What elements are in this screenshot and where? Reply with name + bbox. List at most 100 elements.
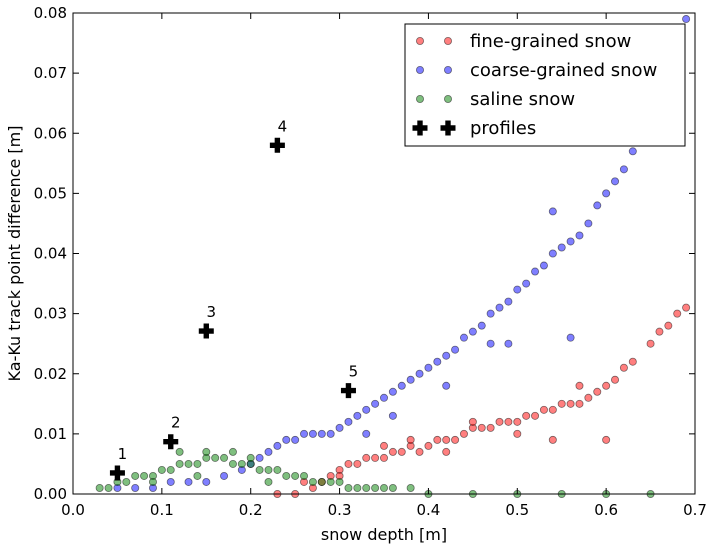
x-tick-label: 0.4 xyxy=(416,501,440,519)
legend-marker xyxy=(415,95,424,104)
data-point-coarse-grained-snow xyxy=(548,207,557,216)
data-point-coarse-grained-snow xyxy=(486,309,495,318)
data-point-fine-grained-snow xyxy=(682,303,691,312)
data-point-saline-snow xyxy=(237,459,246,468)
data-point-fine-grained-snow xyxy=(584,393,593,402)
profile-label: 2 xyxy=(171,414,181,432)
data-point-coarse-grained-snow xyxy=(442,351,451,360)
profile-marker xyxy=(198,323,214,339)
data-point-fine-grained-snow xyxy=(548,405,557,414)
data-point-fine-grained-snow xyxy=(575,381,584,390)
data-point-saline-snow xyxy=(264,465,273,474)
data-point-saline-snow xyxy=(157,465,166,474)
profile-marker xyxy=(269,137,285,153)
data-point-coarse-grained-snow xyxy=(504,297,513,306)
y-tick-label: 0.05 xyxy=(34,184,67,202)
data-point-saline-snow xyxy=(282,471,291,480)
legend-marker xyxy=(412,120,428,136)
y-tick-label: 0.00 xyxy=(34,485,67,503)
data-point-fine-grained-snow xyxy=(522,411,531,420)
data-point-fine-grained-snow xyxy=(504,417,513,426)
data-point-saline-snow xyxy=(246,453,255,462)
x-tick-label: 0.5 xyxy=(505,501,529,519)
y-axis-title: Ka-Ku track point difference [m] xyxy=(5,126,24,382)
data-point-saline-snow xyxy=(175,447,184,456)
data-point-fine-grained-snow xyxy=(664,321,673,330)
legend-marker xyxy=(415,37,424,46)
data-point-coarse-grained-snow xyxy=(495,303,504,312)
data-point-fine-grained-snow xyxy=(424,441,433,450)
data-point-coarse-grained-snow xyxy=(308,429,317,438)
data-point-fine-grained-snow xyxy=(619,363,628,372)
data-point-fine-grained-snow xyxy=(353,459,362,468)
data-point-coarse-grained-snow xyxy=(388,411,397,420)
data-point-coarse-grained-snow xyxy=(184,477,193,486)
y-tick-label: 0.02 xyxy=(34,365,67,383)
legend-label: profiles xyxy=(470,118,536,139)
data-point-coarse-grained-snow xyxy=(166,477,175,486)
data-point-coarse-grained-snow xyxy=(548,249,557,258)
data-point-coarse-grained-snow xyxy=(255,453,264,462)
legend-marker xyxy=(415,66,424,75)
profile-label: 5 xyxy=(349,363,359,381)
data-point-coarse-grained-snow xyxy=(397,381,406,390)
data-point-fine-grained-snow xyxy=(513,429,522,438)
data-point-fine-grained-snow xyxy=(593,387,602,396)
x-tick-label: 0.1 xyxy=(150,501,174,519)
y-tick-label: 0.06 xyxy=(34,124,67,142)
x-tick-label: 0.3 xyxy=(328,501,352,519)
data-point-fine-grained-snow xyxy=(433,435,442,444)
data-point-fine-grained-snow xyxy=(468,417,477,426)
data-point-saline-snow xyxy=(202,447,211,456)
data-point-saline-snow xyxy=(308,477,317,486)
data-point-saline-snow xyxy=(371,483,380,492)
x-tick-label: 0.6 xyxy=(594,501,618,519)
data-point-fine-grained-snow xyxy=(646,339,655,348)
data-point-fine-grained-snow xyxy=(548,435,557,444)
data-point-coarse-grained-snow xyxy=(264,447,273,456)
data-point-saline-snow xyxy=(220,453,229,462)
data-point-fine-grained-snow xyxy=(575,399,584,408)
data-point-saline-snow xyxy=(131,471,140,480)
data-point-saline-snow xyxy=(317,477,326,486)
data-point-saline-snow xyxy=(344,483,353,492)
data-point-fine-grained-snow xyxy=(513,417,522,426)
data-point-saline-snow xyxy=(255,465,264,474)
data-point-coarse-grained-snow xyxy=(557,243,566,252)
data-point-saline-snow xyxy=(291,471,300,480)
data-point-fine-grained-snow xyxy=(415,447,424,456)
data-point-coarse-grained-snow xyxy=(344,417,353,426)
data-point-coarse-grained-snow xyxy=(273,441,282,450)
profile-label: 4 xyxy=(278,117,288,135)
profile-marker xyxy=(163,434,179,450)
data-point-saline-snow xyxy=(326,477,335,486)
data-point-saline-snow xyxy=(166,465,175,474)
data-point-saline-snow xyxy=(122,477,131,486)
data-point-coarse-grained-snow xyxy=(566,237,575,246)
data-point-coarse-grained-snow xyxy=(291,435,300,444)
data-point-coarse-grained-snow xyxy=(611,177,620,186)
data-point-coarse-grained-snow xyxy=(131,483,140,492)
data-point-coarse-grained-snow xyxy=(362,429,371,438)
data-point-saline-snow xyxy=(193,471,202,480)
data-point-fine-grained-snow xyxy=(442,435,451,444)
data-point-coarse-grained-snow xyxy=(282,435,291,444)
data-point-coarse-grained-snow xyxy=(531,267,540,276)
data-point-saline-snow xyxy=(104,483,113,492)
data-point-saline-snow xyxy=(353,483,362,492)
profile-marker xyxy=(340,383,356,399)
data-point-saline-snow xyxy=(379,483,388,492)
data-point-fine-grained-snow xyxy=(388,447,397,456)
y-tick-label: 0.03 xyxy=(34,305,67,323)
data-point-coarse-grained-snow xyxy=(388,387,397,396)
data-point-saline-snow xyxy=(406,483,415,492)
x-axis-title: snow depth [m] xyxy=(321,525,447,544)
data-point-coarse-grained-snow xyxy=(406,375,415,384)
data-point-fine-grained-snow xyxy=(628,357,637,366)
data-point-fine-grained-snow xyxy=(566,399,575,408)
data-point-fine-grained-snow xyxy=(673,309,682,318)
data-point-fine-grained-snow xyxy=(557,399,566,408)
data-point-saline-snow xyxy=(273,465,282,474)
